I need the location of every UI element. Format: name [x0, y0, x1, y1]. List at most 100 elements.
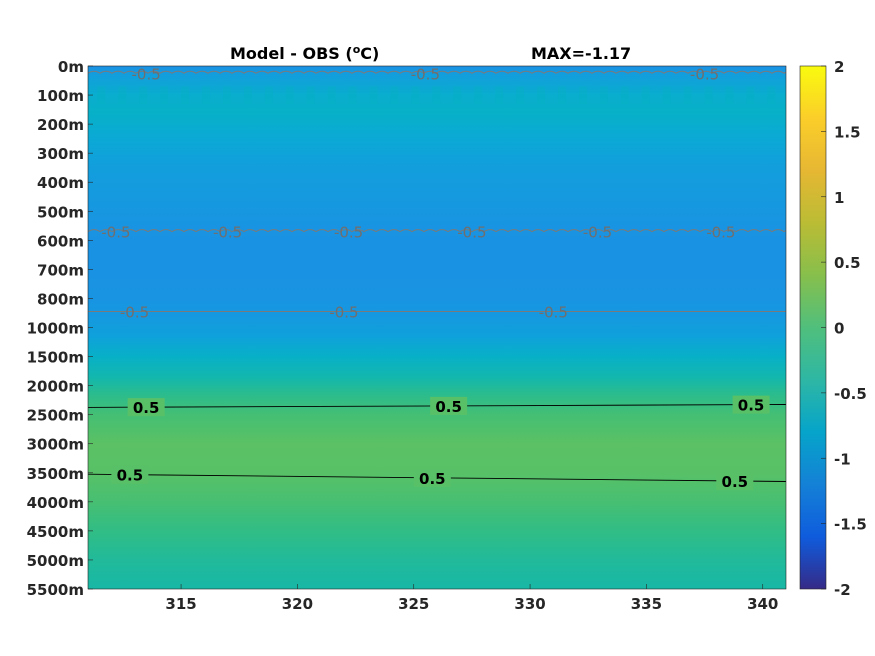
texture-stripe — [746, 86, 755, 104]
y-tick-label: 600m — [37, 232, 84, 250]
contour-label-bg — [127, 398, 165, 417]
texture-stripe — [516, 86, 525, 104]
y-axis: 0m 100m 200m 300m 400m 500m 600m 700m 800m 1000m 1… — [27, 58, 93, 599]
texture-stripe — [578, 86, 587, 104]
heatmap-field — [88, 66, 786, 589]
title-unit-tail: C) — [360, 44, 379, 63]
surface-texture — [97, 86, 776, 104]
plot-area: -0.5 -0.5 -0.5 -0.5 -0.5 -0.5 -0.5 -0.5 -0.5 -0.5… — [88, 65, 786, 589]
colorbar-tick-label: -2 — [834, 581, 851, 599]
texture-stripe — [306, 86, 315, 104]
colorbar-tick-label: -1.5 — [834, 516, 867, 534]
contour-label: -0.5 — [706, 224, 735, 242]
contour-label-bg — [111, 465, 149, 484]
contour-label: -0.5 — [457, 224, 486, 242]
y-tick-label: 100m — [37, 87, 84, 105]
colorbar-ticks: 2 1.5 1 0.5 0 -0.5 -1 -1.5 -2 — [821, 58, 867, 599]
x-axis: 315 320 325 330 335 340 — [165, 584, 778, 613]
contour-label: -0.5 — [690, 65, 719, 83]
texture-stripe — [160, 86, 169, 104]
contour-label: -0.5 — [539, 304, 568, 322]
texture-stripe — [683, 86, 692, 104]
colorbar-tick-label: 2 — [834, 58, 844, 76]
texture-stripe — [704, 86, 713, 104]
texture-stripe — [327, 86, 336, 104]
chart-title: Model - OBS (oC) MAX=-1.17 — [230, 43, 631, 63]
contour-label: 0.5 — [722, 473, 749, 491]
title-unit-superscript: o — [353, 43, 361, 56]
svg-text:Model - OBS (oC): Model - OBS (oC) — [230, 43, 379, 63]
x-tick-label: 340 — [747, 595, 778, 613]
texture-stripe — [390, 86, 399, 104]
texture-stripe — [222, 86, 231, 104]
y-tick-label: 700m — [37, 261, 84, 279]
texture-stripe — [599, 86, 608, 104]
y-tick-label: 2500m — [27, 407, 84, 425]
contour-label: 0.5 — [419, 470, 446, 488]
texture-stripe — [97, 86, 106, 104]
texture-stripe — [139, 86, 148, 104]
colorbar-tick-label: 1 — [834, 189, 844, 207]
contour-label-bg — [430, 396, 468, 415]
y-tick-label: 300m — [37, 145, 84, 163]
colorbar-tick-label: 1.5 — [834, 123, 861, 141]
y-tick-label: 5500m — [27, 581, 84, 599]
y-tick-label: 200m — [37, 116, 84, 134]
contour-label-bg — [716, 471, 754, 490]
y-tick-label: 1000m — [27, 320, 84, 338]
contour-label: -0.5 — [213, 224, 242, 242]
texture-stripe — [202, 86, 211, 104]
texture-stripe — [495, 86, 504, 104]
contour-label-bg — [732, 395, 770, 414]
contour-label: 0.5 — [117, 467, 144, 485]
texture-stripe — [474, 86, 483, 104]
texture-stripe — [243, 86, 252, 104]
y-tick-label: 400m — [37, 174, 84, 192]
contour-label-bg — [413, 468, 451, 487]
texture-stripe — [641, 86, 650, 104]
x-tick-label: 325 — [398, 595, 429, 613]
y-tick-label: 500m — [37, 203, 84, 221]
texture-stripe — [620, 86, 629, 104]
contour-lines: -0.5 -0.5 -0.5 -0.5 -0.5 -0.5 -0.5 -0.5 -0.5 -0.5… — [88, 65, 786, 491]
y-tick-label: 2000m — [27, 378, 84, 396]
title-left: Model - OBS ( — [230, 44, 353, 63]
texture-stripe — [181, 86, 190, 104]
y-tick-label: 3500m — [27, 465, 84, 483]
contour-line — [88, 70, 786, 74]
contour-label: 0.5 — [133, 399, 160, 417]
contour-label: -0.5 — [132, 65, 161, 83]
y-tick-label: 3000m — [27, 436, 84, 454]
contour-label: -0.5 — [411, 65, 440, 83]
contour-label: -0.5 — [329, 304, 358, 322]
x-tick-label: 335 — [631, 595, 662, 613]
colorbar: 2 1.5 1 0.5 0 -0.5 -1 -1.5 -2 — [799, 58, 867, 599]
texture-stripe — [348, 86, 357, 104]
y-tick-label: 4500m — [27, 523, 84, 541]
x-tick-label: 320 — [282, 595, 313, 613]
colorbar-tick-label: -0.5 — [834, 385, 867, 403]
colorbar-tick-label: 0 — [834, 320, 844, 338]
y-tick-label: 5000m — [27, 552, 84, 570]
texture-stripe — [285, 86, 294, 104]
x-tick-label: 330 — [514, 595, 545, 613]
y-tick-label: 4000m — [27, 494, 84, 512]
texture-stripe — [453, 86, 462, 104]
texture-stripe — [432, 86, 441, 104]
texture-stripe — [411, 86, 420, 104]
texture-stripe — [369, 86, 378, 104]
contour-label: -0.5 — [101, 224, 130, 242]
contour-label: -0.5 — [583, 224, 612, 242]
texture-stripe — [537, 86, 546, 104]
x-tick-label: 315 — [165, 595, 196, 613]
texture-stripe — [662, 86, 671, 104]
texture-stripe — [118, 86, 127, 104]
texture-stripe — [557, 86, 566, 104]
colorbar-tick-label: 0.5 — [834, 254, 861, 272]
contour-label: -0.5 — [120, 304, 149, 322]
title-max: MAX=-1.17 — [531, 44, 631, 63]
contour-label: 0.5 — [738, 397, 765, 415]
contour-line — [88, 229, 786, 233]
contour-label: -0.5 — [334, 224, 363, 242]
